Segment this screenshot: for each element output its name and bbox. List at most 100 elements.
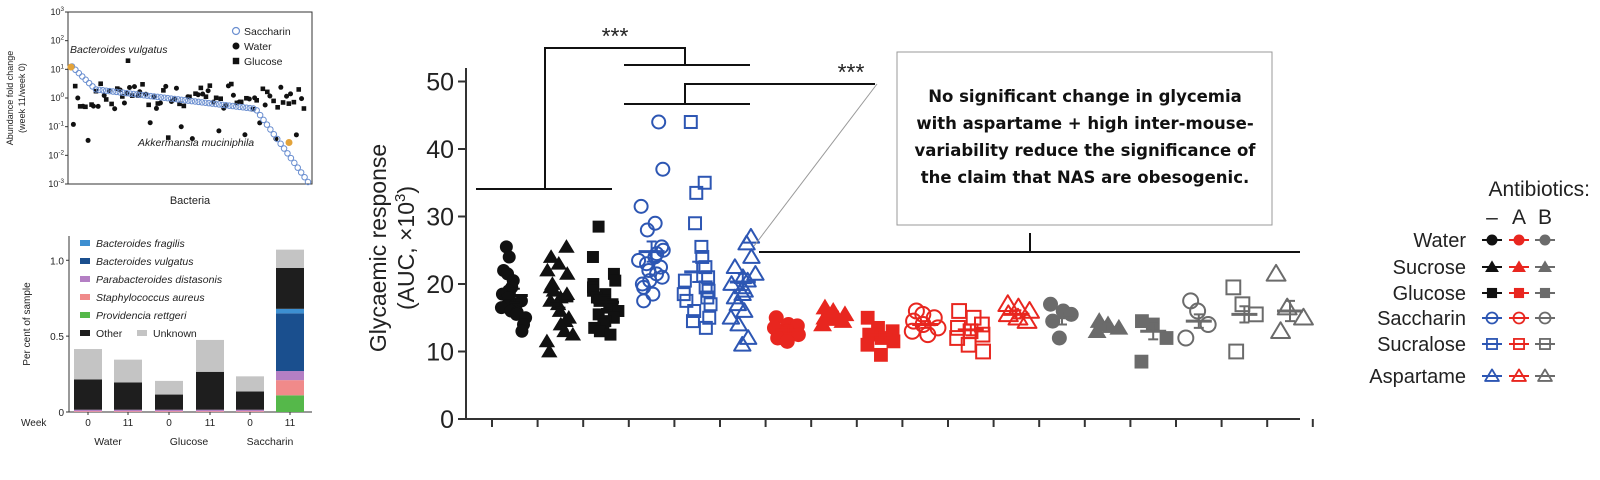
panel-a-water-point	[246, 96, 252, 102]
panel-a-glucose-point	[296, 87, 302, 92]
panel-a-saccharin-point	[253, 107, 260, 114]
panel-a-glucose-point	[83, 104, 88, 110]
panel-a-saccharin-point	[229, 102, 237, 110]
panel-b-group-label: Saccharin	[247, 436, 294, 448]
panel-b-bar-segment	[74, 379, 102, 410]
panel-c-significance-2: ***	[838, 59, 865, 85]
panel-a-water-point	[157, 100, 163, 106]
panel-c-bracket-top	[544, 47, 686, 189]
panel-b-bar-segment	[236, 411, 264, 412]
panel-a-ytick-label: 101	[50, 63, 64, 74]
panel-a-glucose-point	[193, 91, 198, 96]
panel-c-point	[742, 248, 761, 264]
panel-b-legend-swatch	[80, 276, 90, 282]
panel-a-saccharin-point	[232, 103, 240, 110]
panel-c-point	[1087, 322, 1107, 338]
panel-c-point	[538, 333, 556, 348]
panel-a-glucose-point	[198, 85, 204, 91]
panel-c-legend-marker	[1512, 311, 1526, 325]
panel-a-water-point	[101, 93, 107, 99]
panel-c-point	[609, 274, 622, 287]
panel-c-point	[541, 343, 558, 358]
panel-c-point	[698, 320, 713, 335]
panel-a-legend-marker	[232, 57, 240, 65]
panel-b-xtick-label: 11	[205, 418, 216, 429]
panel-a-saccharin-point	[164, 94, 172, 102]
panel-c-point	[587, 284, 600, 297]
panel-c-point	[1043, 296, 1059, 312]
panel-c-point	[556, 323, 573, 338]
panel-a-ylabel-line1: Abundance fold change	[5, 51, 15, 146]
panel-a-glucose-point	[135, 93, 141, 98]
panel-c-point	[515, 324, 529, 338]
panel-c-point	[737, 234, 756, 251]
panel-c-point	[599, 288, 612, 301]
panel-c-point	[1270, 321, 1292, 339]
panel-a-saccharin-point	[250, 105, 257, 112]
panel-b-xtick-label: 0	[247, 418, 253, 429]
panel-a-water-point	[189, 136, 195, 142]
panel-a-glucose-point	[275, 104, 280, 110]
panel-a-saccharin-point	[304, 178, 312, 186]
panel-c-legend-row-label: Sucralose	[1377, 334, 1466, 356]
panel-c-point	[975, 343, 991, 360]
panel-a-saccharin-point	[243, 104, 250, 111]
panel-b-bar-segment	[74, 411, 102, 412]
panel-a-glucose-point	[238, 99, 244, 105]
panel-a-water-point	[262, 102, 268, 108]
panel-c-legend-row-label: Water	[1413, 230, 1466, 252]
panel-c-point	[1051, 330, 1067, 346]
panel-a-glucose-point	[165, 135, 171, 140]
panel-a-highlight-akkermansia	[285, 139, 293, 147]
panel-a-saccharin-point	[198, 99, 206, 106]
panel-a-glucose-point	[155, 101, 161, 106]
panel-a-saccharin-point	[205, 99, 213, 107]
panel-a-water-point	[70, 121, 76, 127]
panel-c-point	[639, 222, 655, 238]
panel-c-legend-marker	[1513, 338, 1525, 350]
panel-a-water-point	[178, 124, 184, 130]
panel-a-glucose-point	[120, 94, 125, 99]
panel-a-water-point	[173, 85, 179, 91]
panel-a-saccharin-point	[157, 94, 165, 101]
panel-c-point	[1159, 331, 1174, 345]
panel-b-bar-segment	[114, 382, 142, 410]
panel-b-legend-swatch	[80, 240, 90, 246]
panel-a-ylabel-line2: (week 11/week 0)	[17, 63, 27, 133]
panel-b-legend-label: Providencia rettgeri	[96, 310, 187, 322]
panel-b-bar-segment	[196, 339, 224, 372]
panel-a-saccharin-point	[236, 103, 243, 111]
panel-c-point	[612, 305, 625, 317]
panel-b-bar-segment	[276, 249, 304, 268]
panel-b-bar-segment	[196, 409, 224, 412]
panel-c-point	[779, 333, 795, 349]
panel-a-saccharin-point	[280, 145, 288, 152]
panel-b-bar-segment	[114, 411, 142, 412]
panel-c-point	[1276, 297, 1298, 316]
panel-a-saccharin-point	[96, 86, 103, 94]
panel-a-legend-label: Water	[244, 41, 272, 53]
panel-c-point	[641, 263, 657, 278]
panel-a-saccharin-point	[123, 89, 130, 97]
panel-a-saccharin-point	[178, 96, 185, 104]
panel-a-saccharin-point	[126, 90, 134, 97]
panel-c-legend-column: A	[1512, 206, 1526, 229]
panel-a-saccharin-point	[188, 97, 195, 105]
panel-b-group-label: Glucose	[170, 436, 209, 448]
panel-a-annotation-bacteroides: Bacteroides vulgatus	[70, 44, 168, 56]
panel-a-saccharin-point	[85, 79, 93, 87]
panel-c-point	[559, 266, 576, 280]
panel-a-legend-label: Glucose	[244, 56, 283, 68]
panel-c-legend-marker	[1486, 287, 1498, 299]
panel-c-ytick-label: 0	[440, 406, 454, 434]
panel-a-saccharin-point	[284, 150, 291, 157]
panel-a-saccharin-point	[99, 87, 107, 94]
panel-c-legend-marker	[1485, 260, 1499, 272]
panel-a-saccharin-point	[89, 83, 96, 90]
panel-a-glucose-point	[203, 94, 209, 99]
panel-c-point	[539, 262, 556, 277]
panel-c-point	[997, 294, 1019, 312]
panel-c-point	[1177, 329, 1195, 347]
panel-a-xlabel: Bacteria	[170, 195, 211, 207]
